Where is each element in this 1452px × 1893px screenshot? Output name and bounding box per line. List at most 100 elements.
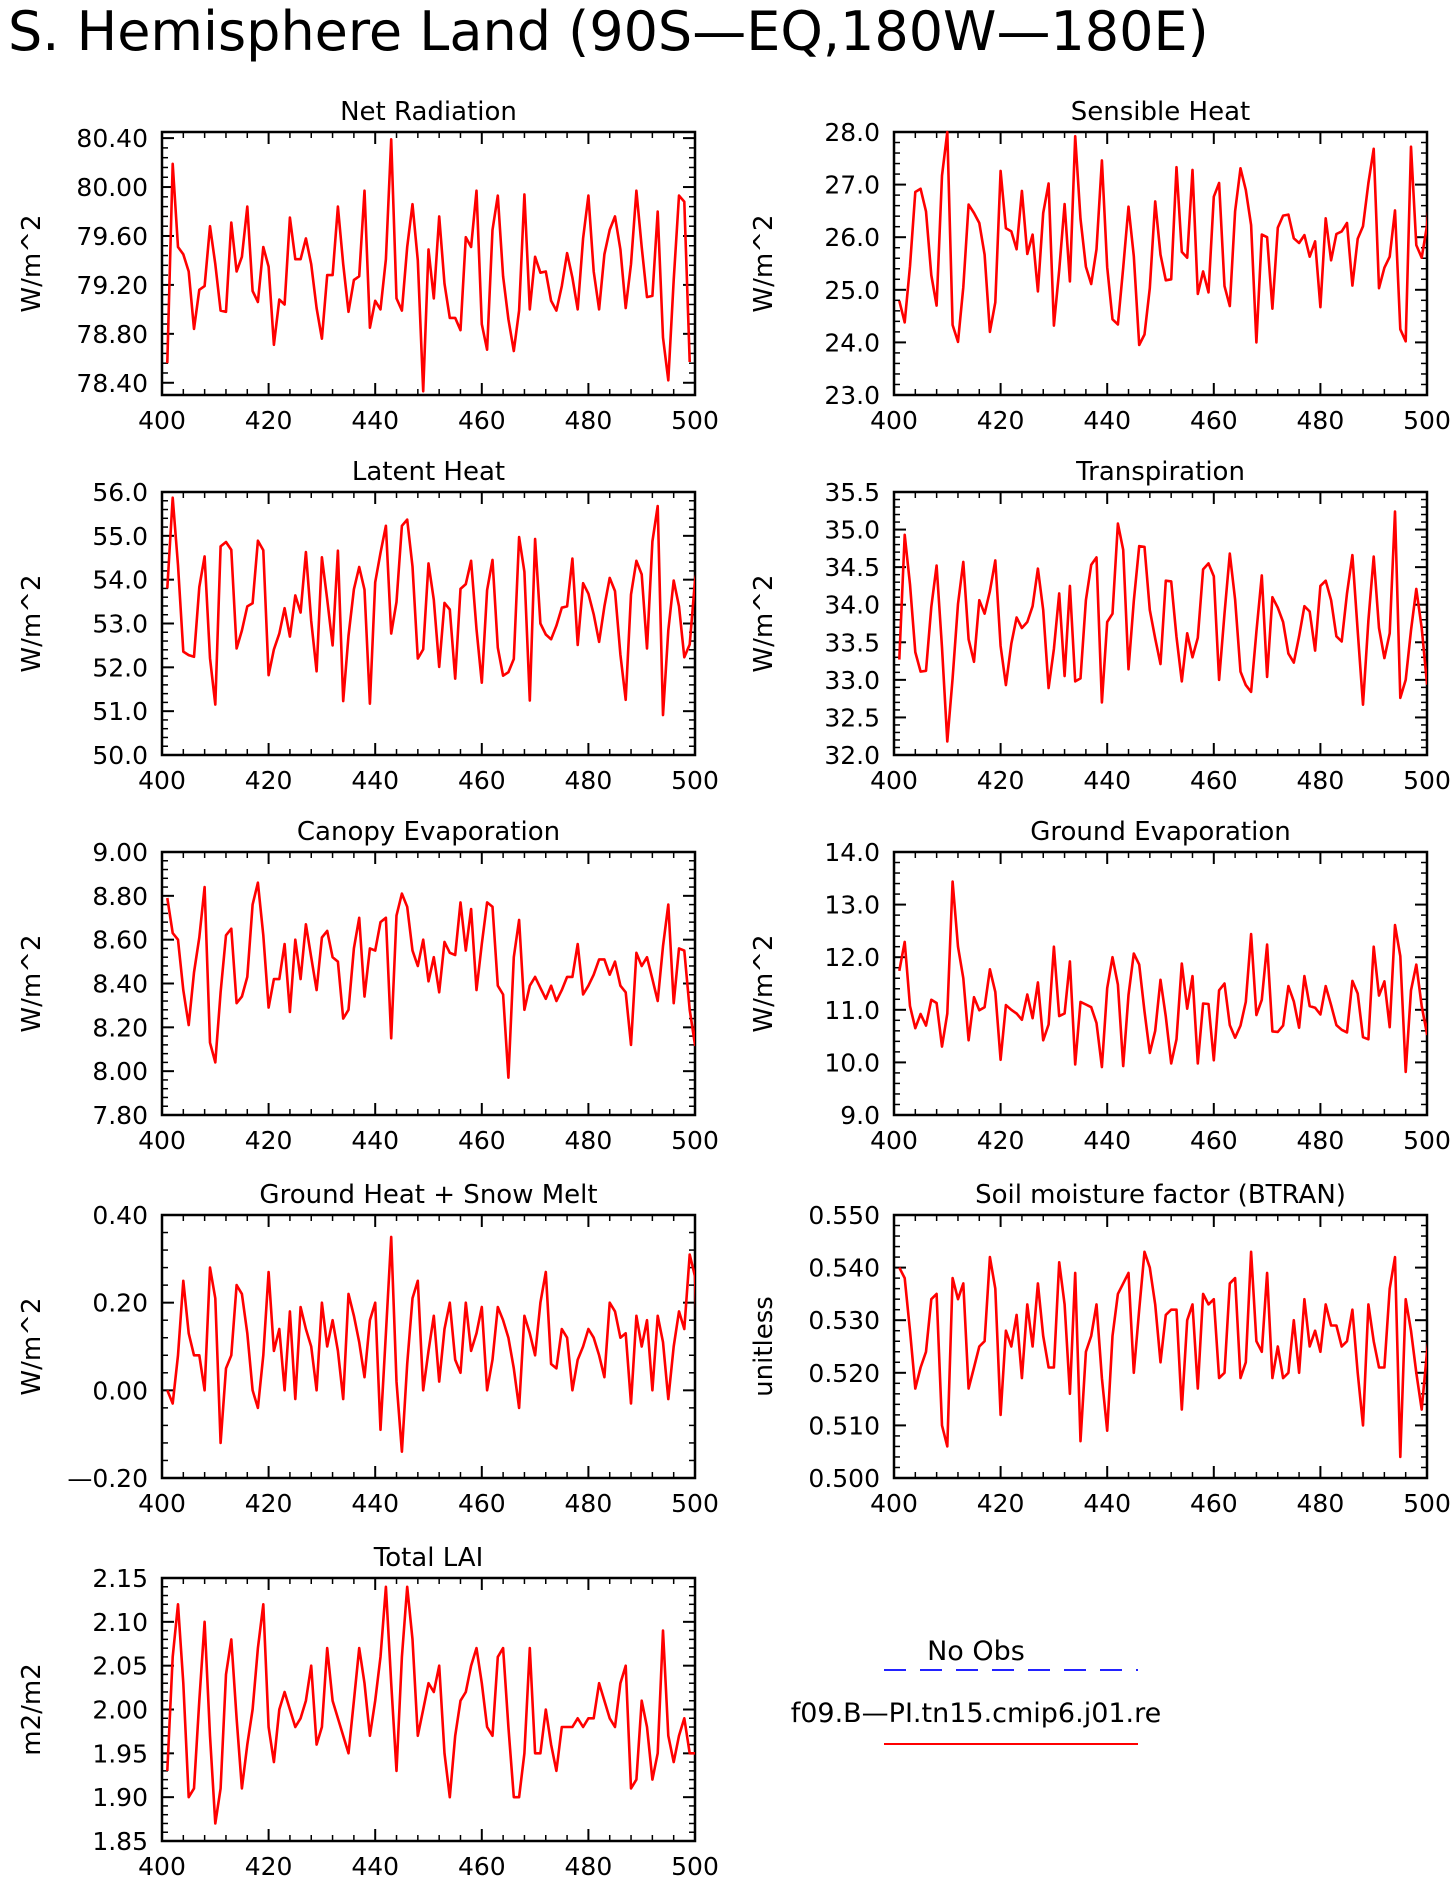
y-tick-label: 0.20 (92, 1289, 148, 1318)
x-tick-label: 460 (1190, 406, 1238, 435)
y-tick-label: 79.20 (76, 271, 148, 300)
x-tick-label: 500 (671, 406, 719, 435)
y-tick-label: 0.540 (808, 1254, 880, 1283)
x-tick-label: 440 (351, 1852, 399, 1881)
y-tick-label: 78.80 (76, 320, 148, 349)
y-tick-label: 8.40 (92, 970, 148, 999)
y-tick-label: 54.0 (92, 566, 148, 595)
x-tick-label: 420 (977, 1489, 1025, 1518)
x-tick-label: 500 (1403, 766, 1451, 795)
chart-title: Ground Evaporation (1030, 817, 1290, 847)
chart-title: Net Radiation (340, 97, 517, 127)
y-tick-label: 34.5 (824, 553, 880, 582)
y-tick-label: 80.00 (76, 173, 148, 202)
y-tick-label: 80.40 (76, 124, 148, 153)
chart-title: Sensible Heat (1071, 97, 1250, 127)
y-tick-label: 33.0 (824, 666, 880, 695)
x-tick-label: 460 (1190, 1126, 1238, 1155)
y-tick-label: 35.0 (824, 516, 880, 545)
x-tick-label: 440 (351, 406, 399, 435)
y-tick-label: 28.0 (824, 118, 880, 147)
y-tick-label: 11.0 (824, 996, 880, 1025)
x-tick-label: 500 (671, 1852, 719, 1881)
y-tick-label: 34.0 (824, 591, 880, 620)
legend-obs-label: No Obs (927, 1636, 1025, 1667)
x-tick-label: 440 (1083, 406, 1131, 435)
chart-title: Latent Heat (352, 457, 505, 487)
chart-ground-heat-snow-melt: Ground Heat + Snow Melt W/m^2 400 420 440 460… (17, 1180, 719, 1518)
x-tick-label: 500 (1403, 406, 1451, 435)
plot-grid: Net Radiation W/m^2 400 420 440 460 480 500 78.4… (17, 97, 1451, 1881)
y-tick-label: —0.20 (67, 1464, 148, 1493)
y-tick-label: 8.80 (92, 882, 148, 911)
x-tick-label: 400 (870, 1126, 918, 1155)
x-tick-label: 400 (138, 766, 186, 795)
series-line (166, 138, 691, 393)
series-line (898, 130, 1427, 347)
y-tick-label: 0.500 (808, 1464, 880, 1493)
series-line (166, 1235, 695, 1453)
x-tick-label: 460 (458, 1126, 506, 1155)
x-tick-label: 400 (138, 406, 186, 435)
y-tick-label: 9.00 (92, 838, 148, 867)
series-line (898, 1250, 1427, 1459)
y-tick-label: 24.0 (824, 328, 880, 357)
plot-frame (160, 1213, 697, 1480)
y-tick-label: 0.530 (808, 1306, 880, 1335)
y-tick-label: 23.0 (824, 381, 880, 410)
y-tick-label: 53.0 (92, 610, 148, 639)
x-tick-label: 420 (977, 406, 1025, 435)
y-tick-label: 79.60 (76, 222, 148, 251)
x-tick-label: 420 (245, 766, 293, 795)
y-axis-label: W/m^2 (749, 934, 779, 1032)
x-tick-label: 440 (351, 766, 399, 795)
y-tick-label: 78.40 (76, 369, 148, 398)
x-tick-label: 480 (1297, 1489, 1345, 1518)
y-tick-label: 32.5 (824, 703, 880, 732)
x-tick-label: 460 (1190, 1489, 1238, 1518)
x-tick-label: 400 (138, 1126, 186, 1155)
chart-ground-evaporation: Ground Evaporation W/m^2 400 420 440 460 480 50… (749, 817, 1451, 1155)
x-tick-label: 400 (870, 1489, 918, 1518)
x-tick-label: 440 (1083, 1126, 1131, 1155)
series-line (898, 510, 1427, 743)
plot-frame (892, 1213, 1429, 1480)
x-tick-label: 460 (1190, 766, 1238, 795)
chart-transpiration: Transpiration W/m^2 400 420 440 460 480 500 32.0… (749, 457, 1451, 795)
y-tick-label: 51.0 (92, 697, 148, 726)
chart-canopy-evaporation: Canopy Evaporation W/m^2 400 420 440 460 480 50… (17, 817, 719, 1155)
y-tick-label: 12.0 (824, 943, 880, 972)
y-axis-label: W/m^2 (749, 214, 779, 312)
chart-sensible-heat: Sensible Heat W/m^2 400 420 440 460 480 500 23.0… (749, 97, 1451, 435)
page-title: S. Hemisphere Land (90S—EQ,180W—180E) (8, 0, 1209, 63)
x-tick-label: 420 (245, 406, 293, 435)
chart-soil-moisture-factor-btran: Soil moisture factor (BTRAN) unitless 400 4… (749, 1180, 1451, 1518)
x-tick-label: 440 (1083, 1489, 1131, 1518)
plot-frame (160, 1576, 697, 1843)
chart-title: Canopy Evaporation (297, 817, 560, 847)
y-tick-label: 2.15 (92, 1564, 148, 1593)
y-tick-label: 55.0 (92, 522, 148, 551)
y-tick-label: 0.00 (92, 1376, 148, 1405)
y-tick-label: 10.0 (824, 1048, 880, 1077)
x-tick-label: 400 (870, 766, 918, 795)
x-tick-label: 440 (1083, 766, 1131, 795)
x-tick-label: 440 (351, 1126, 399, 1155)
x-tick-label: 460 (458, 766, 506, 795)
series-line (166, 881, 695, 1079)
x-tick-label: 420 (245, 1489, 293, 1518)
series-line (898, 880, 1427, 1074)
x-tick-label: 400 (138, 1852, 186, 1881)
y-tick-label: 0.550 (808, 1201, 880, 1230)
y-axis-label: W/m^2 (749, 574, 779, 672)
plot-frame (160, 490, 697, 757)
x-tick-label: 440 (351, 1489, 399, 1518)
y-tick-label: 8.20 (92, 1013, 148, 1042)
plot-frame (892, 130, 1429, 397)
y-axis-label: W/m^2 (17, 214, 47, 312)
plot-frame (160, 850, 697, 1117)
y-tick-label: 8.60 (92, 926, 148, 955)
x-tick-label: 400 (138, 1489, 186, 1518)
x-tick-label: 460 (458, 1489, 506, 1518)
y-tick-label: 0.40 (92, 1201, 148, 1230)
